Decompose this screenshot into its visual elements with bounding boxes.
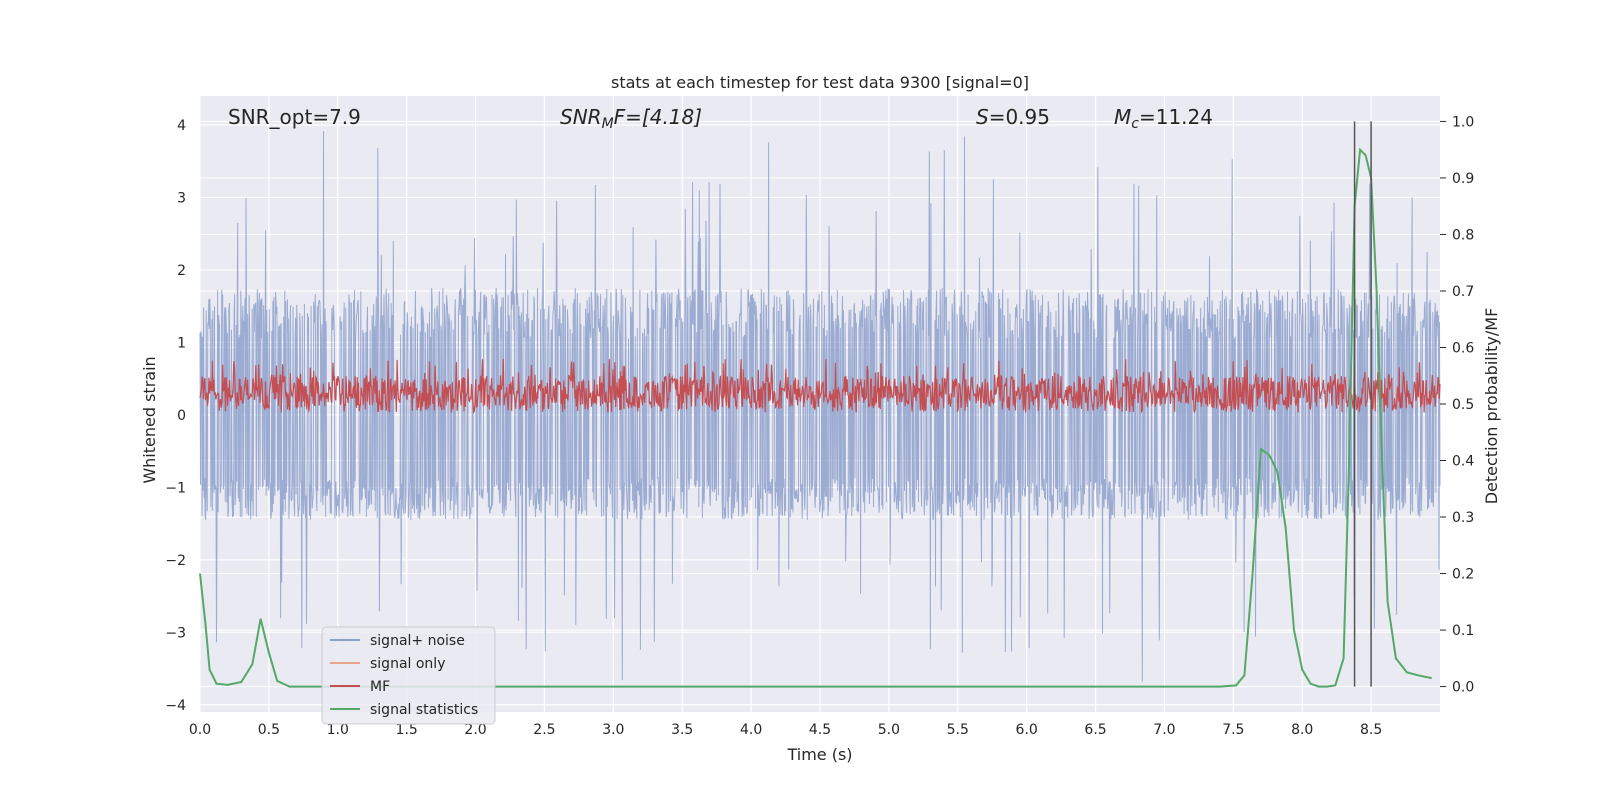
left-y-tick-label-6: 2: [177, 263, 186, 279]
x-tick-label-14: 7.0: [1153, 722, 1175, 738]
annotation-snr-mf-subscript: M: [602, 116, 614, 132]
annotation-mc-subscript: c: [1131, 116, 1139, 132]
x-tick-label-16: 8.0: [1291, 722, 1313, 738]
x-tick-label-15: 7.5: [1222, 722, 1244, 738]
annotation-s-value: =0.95: [989, 105, 1050, 129]
left-y-tick-label-5: 1: [177, 335, 186, 351]
annotation-snr-mf: SNRMF=[4.18]: [560, 105, 702, 132]
x-tick-label-7: 3.5: [671, 722, 693, 738]
annotation-mc: Mc=11.24: [1114, 105, 1213, 132]
vertical-markers: [1353, 121, 1372, 687]
x-tick-label-8: 4.0: [740, 722, 762, 738]
mf-line: [199, 358, 1441, 415]
legend-label-signal-noise: signal+ noise: [370, 633, 465, 649]
left-y-tick-label-3: −1: [165, 480, 186, 496]
annotation-snr-mf-symbol: SNR: [560, 105, 602, 129]
annotation-s: S=0.95: [976, 105, 1050, 129]
mf-series: [199, 358, 1441, 415]
right-y-tick-label-10: 1.0: [1452, 114, 1474, 130]
right-y-tick-label-9: 0.9: [1452, 171, 1474, 187]
left-y-tick-label-2: −2: [165, 553, 186, 569]
annotation-s-symbol: S: [976, 105, 989, 129]
x-tick-label-12: 6.0: [1016, 722, 1038, 738]
legend: signal+ noise signal only MF signal stat…: [321, 626, 496, 725]
right-y-tick-label-5: 0.5: [1452, 397, 1474, 413]
legend-label-signal-statistics: signal statistics: [370, 702, 478, 718]
x-tick-label-1: 0.5: [258, 722, 280, 738]
signal-noise-series: [199, 131, 1441, 682]
legend-label-signal-only: signal only: [370, 656, 445, 672]
left-y-axis-label: Whitened strain: [140, 356, 159, 483]
right-y-tick-label-2: 0.2: [1452, 567, 1474, 583]
right-y-tick-label-4: 0.4: [1452, 454, 1474, 470]
left-y-axis-ticks: −4 −3 −2 −1 0 1 2 3 4: [165, 118, 186, 714]
x-tick-label-17: 8.5: [1360, 722, 1382, 738]
x-tick-label-3: 1.5: [396, 722, 418, 738]
right-y-tick-label-0: 0.0: [1452, 680, 1474, 696]
left-y-tick-label-0: −4: [165, 698, 186, 714]
x-tick-label-9: 4.5: [809, 722, 831, 738]
right-y-tick-label-7: 0.7: [1452, 284, 1474, 300]
left-y-tick-label-1: −3: [165, 625, 186, 641]
right-y-tick-label-1: 0.1: [1452, 623, 1474, 639]
x-tick-label-5: 2.5: [533, 722, 555, 738]
right-y-tick-label-3: 0.3: [1452, 510, 1474, 526]
x-tick-label-0: 0.0: [189, 722, 211, 738]
left-y-tick-label-4: 0: [177, 408, 186, 424]
right-y-tick-label-6: 0.6: [1452, 340, 1474, 356]
right-y-axis-label: Detection probability/MF: [1482, 308, 1501, 505]
right-y-axis-ticks: 0.0 0.1 0.2 0.3 0.4 0.5 0.6 0.7 0.8 0.9 1.0: [1440, 114, 1474, 696]
x-tick-label-6: 3.0: [602, 722, 624, 738]
right-y-tick-label-8: 0.8: [1452, 227, 1474, 243]
x-tick-label-4: 2.0: [464, 722, 486, 738]
x-tick-label-10: 5.0: [878, 722, 900, 738]
chart-title: stats at each timestep for test data 930…: [611, 73, 1029, 92]
left-y-tick-label-7: 3: [177, 190, 186, 206]
left-y-tick-label-8: 4: [177, 118, 186, 134]
legend-box: [321, 626, 496, 725]
x-axis-label: Time (s): [786, 745, 852, 764]
x-tick-label-11: 5.5: [947, 722, 969, 738]
signal-noise-line: [199, 131, 1441, 682]
x-axis-ticks: 0.0 0.5 1.0 1.5 2.0 2.5 3.0 3.5 4.0 4.5 5.0 5.5 6.0 6…: [189, 722, 1382, 738]
annotation-snr-mf-value: F=[4.18]: [614, 105, 702, 129]
signal-statistics-series: [199, 147, 1432, 688]
signal-statistics-line: [199, 147, 1432, 688]
annotation-mc-symbol: M: [1114, 105, 1131, 129]
x-tick-label-2: 1.0: [327, 722, 349, 738]
annotation-mc-value: =11.24: [1139, 105, 1213, 129]
legend-label-mf: MF: [370, 679, 390, 695]
annotation-snr-opt: SNR_opt=7.9: [228, 105, 361, 129]
x-tick-label-13: 6.5: [1084, 722, 1106, 738]
